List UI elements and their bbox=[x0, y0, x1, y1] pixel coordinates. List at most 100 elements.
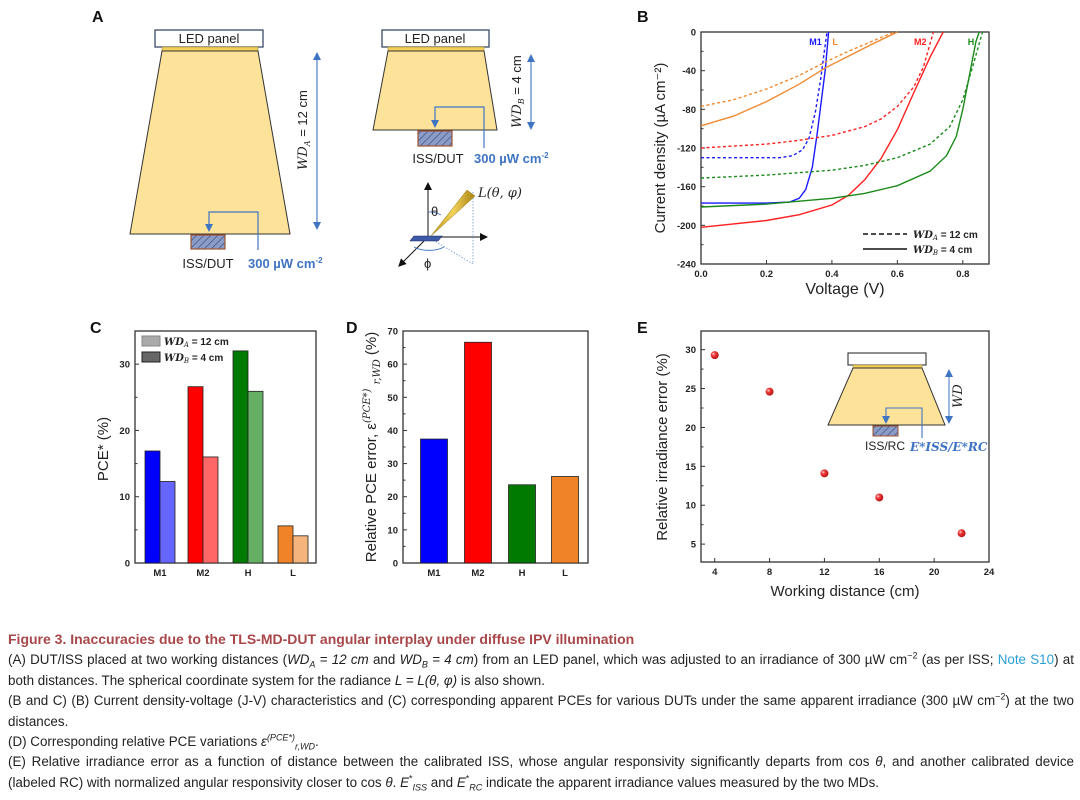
legend-wd-a: WDA = 12 cm bbox=[913, 230, 978, 242]
phi-label: ϕ bbox=[424, 256, 431, 271]
panel-label-e: E bbox=[637, 320, 648, 337]
y-tick-label: 0 bbox=[393, 559, 398, 570]
x-tick-label: 12 bbox=[819, 567, 830, 578]
bar-h-wd-a bbox=[247, 390, 264, 564]
light-cone bbox=[129, 50, 291, 235]
y-tick-label: 10 bbox=[119, 492, 130, 503]
radiance-cone bbox=[430, 189, 476, 237]
x-tick-label: M1 bbox=[427, 568, 441, 579]
x-tick-label: M1 bbox=[153, 568, 167, 579]
bar-m2 bbox=[464, 341, 492, 564]
jv-curve-m1-dashed bbox=[701, 31, 828, 159]
spherical-coordinates-diagram: L(θ, φ) θ ϕ bbox=[398, 182, 522, 271]
caption-title: Figure 3. Inaccuracies due to the TLS-MD… bbox=[8, 631, 635, 647]
x-tick-label: L bbox=[290, 568, 296, 579]
iss-rc-device bbox=[872, 425, 899, 437]
bar-m1 bbox=[420, 438, 448, 564]
bar-l-wd-a bbox=[292, 535, 309, 564]
y-tick-label: 30 bbox=[685, 345, 696, 356]
data-point bbox=[765, 387, 774, 396]
panel-e-inset-diagram: WD ISS/RC E*ISS/E*RC bbox=[827, 352, 988, 454]
y-tick-label: 40 bbox=[387, 426, 398, 437]
x-tick-label: 24 bbox=[984, 567, 995, 578]
bar-m1-wd-a bbox=[159, 481, 176, 564]
x-tick-label: 0.0 bbox=[694, 269, 707, 280]
jv-curve-l-solid bbox=[700, 31, 898, 127]
legend-swatch-wd-b bbox=[141, 351, 161, 363]
y-tick-label: 10 bbox=[685, 501, 696, 512]
series-label: L bbox=[832, 37, 838, 47]
y-tick-label: 25 bbox=[685, 384, 696, 395]
y-tick-label: -120 bbox=[677, 144, 696, 155]
y-axis-label: Relative irradiance error (%) bbox=[654, 353, 671, 541]
y-tick-label: -40 bbox=[682, 66, 696, 77]
panel-a-setup-wd-b: LED panel ISS/DUT 300 µW cm-2 WDB = 4 cm bbox=[372, 29, 549, 166]
iss-dut-label: ISS/DUT bbox=[412, 151, 463, 166]
y-tick-label: 70 bbox=[387, 327, 398, 338]
jv-curve-l-dashed bbox=[700, 31, 895, 108]
y-tick-label: 5 bbox=[691, 540, 697, 551]
chart-e-irradiance-error: 5 10 15 20 25 30 4 8 12 16 20 24 Working distance (c… bbox=[654, 330, 995, 600]
x-axis-label: Voltage (V) bbox=[805, 281, 884, 298]
bar-m2-wd-a bbox=[202, 456, 219, 564]
x-tick-label: 0.2 bbox=[760, 269, 773, 280]
bar-l-wd-b bbox=[277, 525, 294, 564]
irradiance-ratio-label: E*ISS/E*RC bbox=[909, 440, 988, 454]
y-tick-label: 50 bbox=[387, 393, 398, 404]
bar-m2-wd-b bbox=[187, 386, 204, 564]
jv-curve-m2-solid bbox=[700, 31, 944, 228]
wd-a-label: WDA = 12 cm bbox=[295, 90, 312, 170]
plot-frame bbox=[134, 330, 317, 564]
y-tick-label: -80 bbox=[682, 105, 696, 116]
y-tick-label: -240 bbox=[677, 260, 696, 271]
chart-d-relative-pce-error: 0 10 20 30 40 50 60 70 M1 M2 H L Relative PCE error,… bbox=[357, 327, 589, 579]
x-tick-label: 0.8 bbox=[956, 269, 969, 280]
y-tick-label: 0 bbox=[691, 28, 696, 39]
wd-b-label: WDB = 4 cm bbox=[509, 55, 526, 128]
x-axis-label: Working distance (cm) bbox=[771, 583, 920, 600]
irradiance-arrow bbox=[205, 211, 259, 250]
iss-dut-device bbox=[190, 234, 226, 250]
panel-label-b: B bbox=[637, 9, 649, 26]
data-point bbox=[957, 529, 966, 538]
panel-a-setup-wd-a: LED panel ISS/DUT 300 µW cm-2 WDA = 12 c… bbox=[129, 29, 323, 271]
y-tick-label: 20 bbox=[387, 492, 398, 503]
x-tick-label: 16 bbox=[874, 567, 885, 578]
led-panel-label: LED panel bbox=[405, 31, 466, 46]
figure-caption: Figure 3. Inaccuracies due to the TLS-MD… bbox=[8, 629, 1074, 793]
panel-label-a: A bbox=[92, 9, 104, 26]
y-tick-label: 10 bbox=[387, 525, 398, 536]
note-s10-link[interactable]: Note S10 bbox=[997, 652, 1055, 668]
panel-label-d: D bbox=[346, 320, 358, 337]
legend-wd-b: WDB = 4 cm bbox=[164, 353, 223, 365]
light-cone bbox=[372, 50, 498, 131]
y-tick-label: 60 bbox=[387, 360, 398, 371]
caption-d: (D) Corresponding relative PCE variation… bbox=[8, 732, 319, 752]
caption-a: (A) DUT/ISS placed at two working distan… bbox=[8, 650, 1074, 688]
y-tick-label: 30 bbox=[119, 360, 130, 371]
iss-dut-device bbox=[417, 130, 453, 147]
wd-label: WD bbox=[951, 384, 966, 408]
x-tick-label: 4 bbox=[712, 567, 718, 578]
series-label: H bbox=[968, 37, 975, 47]
light-cone bbox=[827, 367, 946, 426]
x-tick-label: 8 bbox=[767, 567, 772, 578]
legend-wd-b: WDB = 4 cm bbox=[913, 245, 972, 257]
y-tick-label: 0 bbox=[125, 559, 130, 570]
radiance-label: L(θ, φ) bbox=[477, 186, 522, 201]
led-panel-label: LED panel bbox=[179, 31, 240, 46]
caption-e: (E) Relative irradiance error as a funct… bbox=[8, 754, 1074, 793]
x-tick-label: 0.4 bbox=[825, 269, 839, 280]
iss-dut-label: ISS/DUT bbox=[182, 256, 233, 271]
data-point bbox=[710, 351, 719, 360]
panel-label-c: C bbox=[90, 320, 102, 337]
y-axis-label: Relative PCE error, ε(PCE*) r,WD (%) bbox=[357, 332, 384, 563]
device-plate bbox=[409, 235, 443, 242]
caption-bc: (B and C) (B) Current density-voltage (J… bbox=[8, 691, 1074, 729]
theta-label: θ bbox=[431, 204, 438, 219]
irradiance-label: 300 µW cm-2 bbox=[474, 151, 549, 166]
jv-curve-h-dashed bbox=[700, 31, 984, 179]
iss-rc-label: ISS/RC bbox=[865, 439, 905, 453]
x-tick-label: 0.6 bbox=[891, 269, 904, 280]
